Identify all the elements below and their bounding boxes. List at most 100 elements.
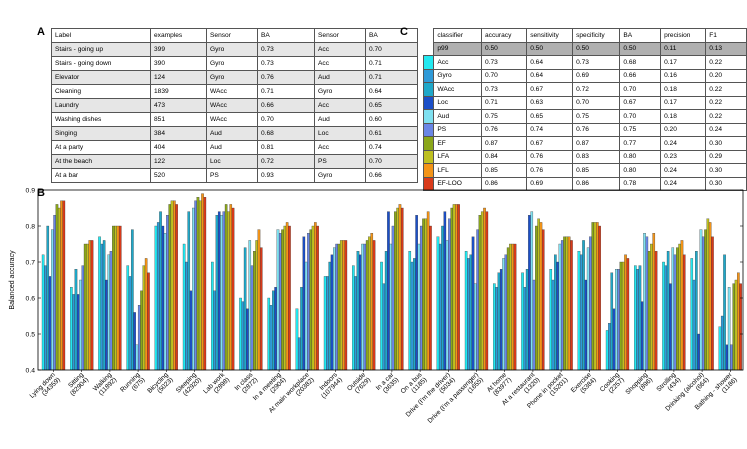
classifier-metric-cell: 0.76: [526, 163, 574, 178]
bar: [408, 251, 412, 371]
bar: [535, 225, 538, 371]
bar: [410, 261, 414, 371]
bar: [323, 276, 327, 371]
classifier-metric-cell: 0.70: [480, 68, 528, 83]
bar: [147, 272, 150, 371]
bar: [131, 229, 134, 371]
table-a-row-cell: 0.71: [365, 70, 418, 85]
bar: [621, 261, 625, 371]
bar: [118, 225, 122, 371]
table-a-row-cell: 0.71: [257, 84, 315, 99]
table-a-row-cell: Stairs - going down: [51, 56, 151, 71]
y-tick-label: 0.6: [26, 295, 36, 302]
bar: [499, 269, 503, 371]
bar: [285, 222, 289, 371]
classifier-color-swatch: [422, 136, 435, 151]
table-c-row: PS 0.76 0.74 0.76 0.75 0.20 0.24: [422, 122, 747, 137]
table-c-row: Acc 0.73 0.64 0.73 0.68 0.17 0.22: [422, 55, 747, 70]
bar: [194, 200, 197, 371]
bar: [626, 258, 630, 371]
classifier-name: Loc: [433, 95, 482, 110]
bar: [114, 225, 117, 371]
classifier-metric-cell: 0.65: [526, 109, 574, 124]
bar: [419, 225, 423, 371]
bar: [541, 229, 545, 371]
classifier-metric-cell: 0.64: [526, 68, 574, 83]
bar: [598, 225, 601, 371]
bar: [530, 211, 534, 371]
bar: [90, 240, 94, 371]
table-c-row: EF 0.87 0.67 0.87 0.77 0.24 0.30: [422, 136, 747, 151]
panel-letter-c: C: [400, 26, 408, 38]
classifier-name: WAcc: [433, 82, 482, 97]
classifier-metric-cell: 0.29: [705, 149, 747, 164]
bar: [161, 225, 165, 371]
bar: [257, 229, 261, 371]
bar: [511, 243, 515, 371]
table-a-row-cell: 0.71: [365, 56, 418, 71]
bar: [215, 215, 219, 371]
bar: [79, 279, 82, 371]
bar: [567, 236, 571, 371]
classifier-metric-cell: 0.70: [572, 95, 621, 110]
bar: [229, 204, 233, 371]
table-a-row: At a party 404 Aud 0.81 Acc 0.74: [51, 140, 418, 155]
bar: [400, 207, 404, 371]
table-a-row-cell: 0.68: [257, 126, 315, 141]
bar: [175, 204, 178, 371]
bar: [358, 254, 362, 371]
classifier-metric-cell: 0.75: [480, 109, 528, 124]
bar: [725, 344, 729, 371]
classifier-color-swatch: [422, 95, 435, 110]
bar: [57, 207, 61, 371]
bar: [537, 218, 540, 371]
classifier-metric-cell: 0.30: [705, 136, 747, 151]
bar: [589, 236, 592, 371]
bar: [551, 279, 555, 371]
y-tick-label: 0.4: [26, 367, 36, 374]
bar: [739, 283, 742, 371]
bar: [676, 247, 679, 371]
bar: [211, 261, 214, 371]
bar: [502, 258, 505, 371]
bar: [429, 225, 432, 371]
bar: [189, 290, 193, 371]
bar: [485, 211, 489, 371]
bar: [471, 236, 475, 371]
table-a-row-cell: 0.73: [257, 56, 315, 71]
table-a-header-cell: BA: [365, 28, 418, 43]
table-a-header-cell: Sensor: [314, 28, 366, 43]
classifier-metric-cell: 0.76: [572, 122, 621, 137]
bar: [608, 323, 611, 371]
bar: [579, 254, 583, 371]
classifier-metric-cell: 0.85: [572, 163, 621, 178]
bar: [159, 211, 162, 371]
bar: [241, 301, 245, 371]
classifier-color-swatch: [422, 122, 435, 137]
bar: [295, 308, 299, 371]
classifier-metric-cell: 0.71: [480, 95, 528, 110]
classifier-name: Aud: [433, 109, 482, 124]
bar: [671, 247, 675, 371]
bar: [497, 272, 501, 371]
bar: [476, 229, 479, 371]
bar: [455, 204, 458, 371]
bar: [457, 204, 460, 371]
x-tick-label: Drive (I'm a passenger)(1655): [427, 371, 485, 429]
plot-frame: [37, 189, 744, 371]
bar: [137, 305, 141, 371]
table-a-row-cell: 0.66: [365, 168, 418, 183]
bar: [128, 276, 132, 371]
bar: [701, 236, 705, 371]
bar: [185, 261, 188, 371]
bar: [549, 269, 553, 371]
bar: [612, 308, 616, 371]
table-c-row: Aud 0.75 0.65 0.75 0.70 0.18 0.22: [422, 109, 747, 124]
bar: [387, 211, 390, 371]
panel-letter-b: B: [37, 187, 45, 199]
bar: [464, 251, 468, 371]
bar: [203, 197, 207, 371]
bar: [650, 243, 653, 371]
bar: [556, 261, 559, 371]
bar: [669, 283, 672, 371]
